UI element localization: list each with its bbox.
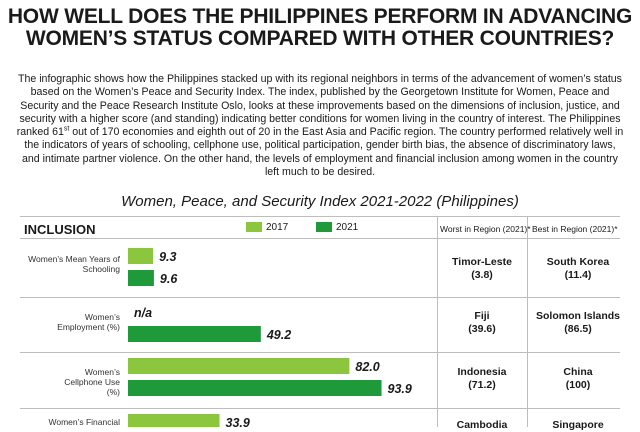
worst-column-header: Worst in Region (2021)*: [440, 224, 531, 234]
header-bottom-rule: [20, 238, 620, 239]
row-divider-1: [20, 297, 620, 298]
worst-schooling: Timor-Leste (3.8): [422, 256, 542, 282]
best-schooling-value: (11.4): [564, 269, 592, 281]
intro-superscript: st: [63, 125, 70, 133]
headline: HOW WELL DOES THE PHILIPPINES PERFORM IN…: [7, 5, 633, 50]
worst-employment-value: (39.6): [468, 323, 496, 335]
best-employment-value: (86.5): [564, 323, 592, 335]
best-column-divider: [527, 216, 528, 427]
best-schooling: South Korea (11.4): [518, 256, 638, 282]
row-label-cellphone: Women’s Cellphone Use (%): [64, 367, 120, 397]
legend-label-2017: 2017: [266, 222, 289, 233]
value-label-cellphone-2017: 82.0: [355, 360, 379, 374]
worst-schooling-value: (3.8): [471, 269, 493, 281]
legend-label-2021: 2021: [336, 222, 359, 233]
row-divider-3: [20, 408, 620, 409]
best-cellphone-value: (100): [565, 379, 591, 391]
best-financial-country: Singapore: [552, 419, 604, 431]
row-label-financial: Women’s Financial: [48, 417, 121, 427]
value-label-employment-2017: n/a: [134, 306, 152, 320]
worst-employment: Fiji (39.6): [422, 310, 542, 336]
best-column-header: Best in Region (2021)*: [532, 224, 618, 234]
best-cellphone-country: China: [563, 366, 593, 378]
bar-cellphone-2017: [128, 358, 350, 374]
bar-financial-2017: [128, 414, 220, 427]
best-cellphone: China (100): [518, 366, 638, 392]
value-label-employment-2021: 49.2: [266, 328, 291, 342]
section-label: INCLUSION: [24, 222, 96, 237]
legend-swatch-2021: [316, 222, 332, 232]
bar-schooling-2017: [128, 248, 154, 264]
worst-employment-country: Fiji: [474, 310, 490, 322]
bar-cellphone-2021: [128, 380, 382, 396]
header-top-rule: [20, 216, 620, 217]
worst-cellphone-value: (71.2): [468, 379, 496, 391]
best-financial: Singapore: [518, 419, 638, 432]
row-label-schooling: Women’s Mean Years of Schooling: [28, 254, 120, 274]
intro-paragraph: The infographic shows how the Philippine…: [16, 73, 624, 179]
row-divider-2: [20, 352, 620, 353]
worst-schooling-country: Timor-Leste: [452, 256, 512, 268]
best-employment-country: Solomon Islands: [535, 310, 620, 322]
chart-subtitle: Women, Peace, and Security Index 2021-20…: [121, 193, 519, 210]
worst-cellphone: Indonesia (71.2): [422, 366, 542, 392]
value-label-schooling-2017: 9.3: [159, 250, 176, 264]
best-schooling-country: South Korea: [546, 256, 610, 268]
intro-text-2: out of 170 economies and eighth out of 2…: [22, 126, 624, 179]
intro-text-1: The infographic shows how the Philippine…: [16, 73, 622, 139]
bar-schooling-2021: [128, 270, 154, 286]
worst-column-divider: [437, 216, 438, 427]
value-label-cellphone-2021: 93.9: [388, 382, 412, 396]
row-label-employment: Women’s Employment (%): [57, 312, 120, 332]
bar-employment-2021: [128, 326, 261, 342]
best-employment: Solomon Islands (86.5): [518, 310, 638, 336]
value-label-financial-2017: 33.9: [226, 416, 250, 427]
value-label-schooling-2021: 9.6: [160, 272, 178, 286]
worst-cellphone-country: Indonesia: [457, 366, 507, 378]
legend-swatch-2017: [246, 222, 262, 232]
